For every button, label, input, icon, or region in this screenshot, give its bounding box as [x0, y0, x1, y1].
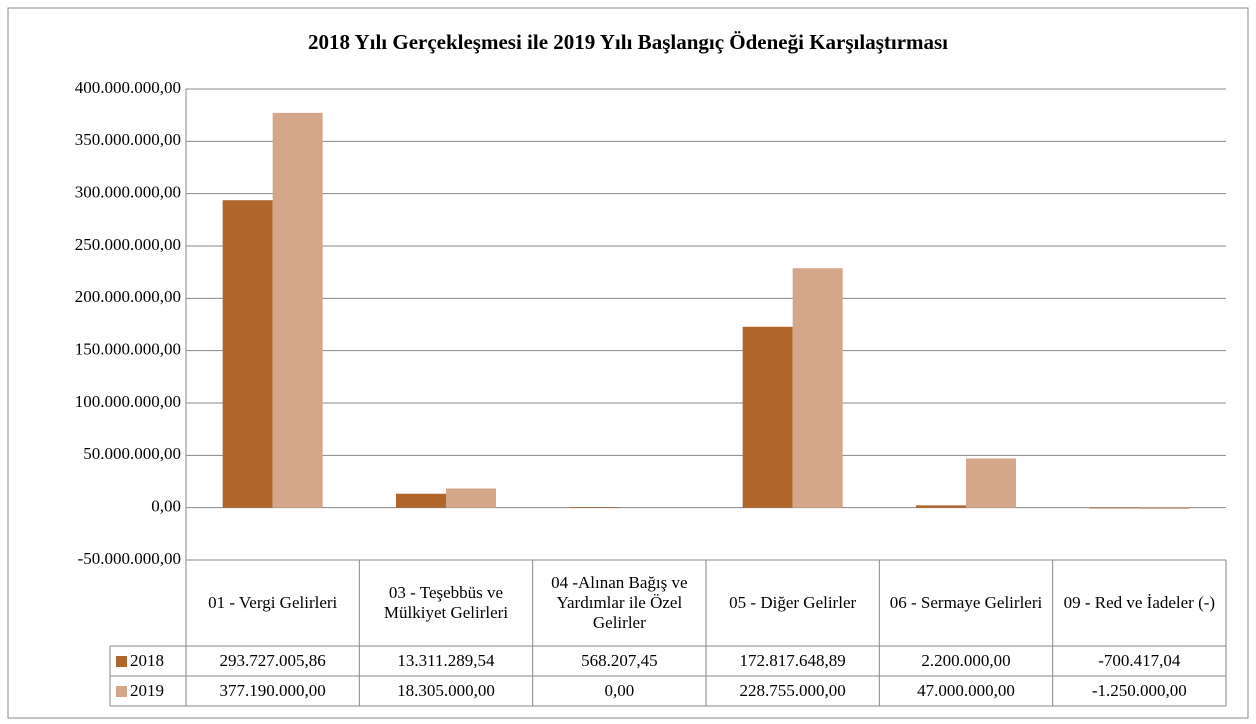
bar: [742, 326, 793, 508]
bar: [222, 200, 273, 508]
y-tick-label: 300.000.000,00: [75, 183, 181, 202]
data-table-value: 568.207,45: [581, 651, 658, 670]
bar: [1089, 507, 1140, 509]
legend-label: 2019: [130, 681, 164, 700]
x-tick-label: 04 -Alınan Bağış ve Yardımlar ile Özel G…: [551, 573, 688, 632]
y-tick-label: 150.000.000,00: [75, 340, 181, 359]
y-tick-label: 100.000.000,00: [75, 392, 181, 411]
bar: [272, 112, 323, 508]
data-table-value: 18.305.000,00: [397, 681, 495, 700]
x-tick-label: 05 - Diğer Gelirler: [729, 593, 857, 612]
bar: [966, 458, 1016, 508]
data-table-value: 2.200.000,00: [921, 651, 1011, 670]
data-table-value: 47.000.000,00: [917, 681, 1015, 700]
bar: [1139, 507, 1190, 509]
data-table-value: -1.250.000,00: [1091, 681, 1187, 700]
y-tick-label: 250.000.000,00: [75, 235, 181, 254]
chart-frame: [7, 7, 1249, 719]
data-table-value: 377.190.000,00: [219, 681, 326, 700]
bar: [792, 268, 843, 508]
legend-swatch: [116, 656, 127, 667]
legend-swatch: [116, 686, 127, 697]
y-tick-label: 400.000.000,00: [75, 78, 181, 97]
data-table-value: 0,00: [604, 681, 635, 700]
data-table-value: 172.817.648,89: [739, 651, 846, 670]
chart-title: 2018 Yılı Gerçekleşmesi ile 2019 Yılı Ba…: [308, 30, 948, 54]
data-table-value: 13.311.289,54: [397, 651, 495, 670]
bar: [446, 488, 496, 508]
y-tick-label: 200.000.000,00: [75, 287, 181, 306]
legend-label: 2018: [130, 651, 164, 670]
bar: [396, 493, 446, 508]
bar: [916, 505, 966, 508]
data-table-value: -700.417,04: [1098, 651, 1181, 670]
data-table-value: 228.755.000,00: [739, 681, 846, 700]
bar: [569, 507, 620, 508]
y-tick-label: -50.000.000,00: [78, 549, 181, 568]
x-tick-label: 06 - Sermaye Gelirleri: [889, 593, 1043, 612]
x-tick-label: 09 - Red ve İadeler (-): [1063, 593, 1216, 612]
data-table-value: 293.727.005,86: [219, 651, 326, 670]
x-tick-label: 03 - Teşebbüs ve Mülkiyet Gelirleri: [383, 583, 509, 622]
y-tick-label: 50.000.000,00: [83, 444, 181, 463]
x-tick-label: 01 - Vergi Gelirleri: [208, 593, 338, 612]
y-tick-label: 0,00: [151, 497, 181, 516]
y-tick-label: 350.000.000,00: [75, 130, 181, 149]
